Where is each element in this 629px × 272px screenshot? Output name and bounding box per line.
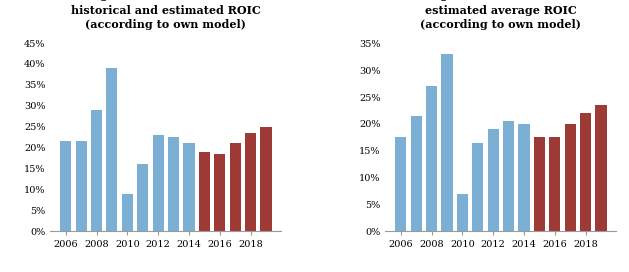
Bar (472, 143, 483, 231)
Bar (168, 137, 179, 231)
Bar (442, 54, 452, 231)
Bar (534, 137, 545, 231)
Bar (503, 121, 514, 231)
Bar (580, 113, 591, 231)
Bar (214, 154, 225, 231)
Bar (411, 116, 421, 231)
Bar (596, 105, 606, 231)
Bar (518, 124, 530, 231)
Bar (60, 141, 71, 231)
Bar (75, 141, 87, 231)
Bar (153, 135, 164, 231)
Bar (106, 68, 118, 231)
Bar (487, 129, 499, 231)
Bar (122, 194, 133, 231)
Bar (426, 86, 437, 231)
Title: Figure 74: Historic and
estimated average ROIC
(according to own model): Figure 74: Historic and estimated averag… (420, 0, 581, 30)
Bar (230, 143, 241, 231)
Bar (137, 164, 148, 231)
Title: Figure 73: Omnia overall
historical and estimated ROIC
(according to own model): Figure 73: Omnia overall historical and … (71, 0, 261, 30)
Bar (245, 133, 256, 231)
Bar (184, 143, 194, 231)
Bar (395, 137, 406, 231)
Bar (199, 152, 210, 231)
Bar (457, 194, 468, 231)
Bar (565, 124, 576, 231)
Bar (260, 127, 272, 231)
Bar (91, 110, 102, 231)
Bar (549, 137, 560, 231)
